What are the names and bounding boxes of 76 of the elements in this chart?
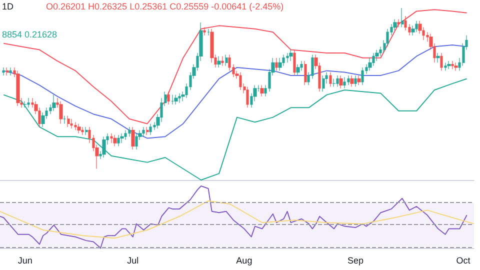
candlestick — [246, 86, 249, 108]
x-tick-label: Jun — [18, 256, 32, 266]
candlestick — [81, 126, 84, 136]
candlestick — [372, 52, 375, 66]
candlestick — [63, 115, 66, 124]
candlestick — [436, 52, 440, 63]
candlestick — [174, 94, 178, 105]
candlestick — [149, 123, 152, 136]
candlestick — [77, 123, 81, 134]
candlestick — [289, 49, 293, 62]
candlestick — [128, 126, 131, 137]
candlestick — [167, 91, 170, 105]
candlestick — [146, 126, 149, 136]
candlestick — [171, 94, 174, 105]
candlestick — [2, 67, 5, 76]
candlestick — [59, 100, 63, 124]
candlestick — [440, 52, 443, 71]
candlestick — [23, 100, 27, 108]
annotation: 1D — [2, 2, 14, 12]
x-tick-label: Aug — [236, 256, 252, 266]
candlestick — [120, 133, 124, 144]
candlestick — [357, 75, 361, 86]
candlestick — [110, 133, 113, 144]
candlestick — [70, 118, 73, 129]
candlestick — [113, 134, 117, 147]
candlestick — [339, 75, 343, 89]
candlestick — [361, 67, 364, 86]
candlestick — [282, 54, 285, 66]
candlestick — [322, 75, 325, 92]
candlestick — [178, 92, 181, 104]
candlestick — [336, 75, 339, 88]
candlestick — [411, 25, 415, 36]
candlestick — [415, 20, 418, 32]
candlestick — [329, 72, 332, 88]
candlestick — [347, 75, 350, 86]
x-tick-label: Oct — [456, 256, 471, 266]
candlestick — [207, 28, 210, 36]
candlestick — [350, 75, 354, 88]
candlestick — [286, 52, 289, 63]
candlestick — [117, 134, 120, 147]
candlestick — [451, 60, 454, 70]
candlestick — [278, 58, 282, 71]
candlestick — [444, 62, 447, 71]
candlestick — [16, 70, 20, 106]
candlestick — [401, 8, 404, 28]
candlestick — [397, 18, 400, 28]
candlestick — [275, 58, 278, 71]
candlestick — [454, 62, 458, 71]
candlestick — [260, 84, 264, 97]
candlestick — [221, 56, 224, 66]
candlestick — [85, 126, 88, 136]
annotation: O0.26201 H0.26325 L0.25361 C0.25559 -0.00641 (-2.45%) — [46, 2, 284, 12]
candlestick — [67, 115, 70, 128]
candlestick — [332, 78, 336, 88]
annotation: 8854 0.21628 — [2, 30, 58, 40]
candlestick — [239, 72, 242, 90]
x-tick-label: Sep — [347, 256, 364, 266]
candlestick — [203, 26, 206, 36]
candlestick — [74, 122, 77, 130]
candlestick — [225, 54, 228, 66]
candlestick — [293, 49, 296, 76]
candlestick — [304, 60, 307, 86]
candlestick — [9, 67, 12, 76]
candlestick — [131, 126, 135, 150]
candlestick — [102, 136, 106, 158]
candlestick — [296, 64, 300, 76]
candlestick — [217, 56, 221, 68]
candlestick — [52, 94, 56, 112]
candlestick — [124, 130, 127, 140]
candlestick — [142, 126, 145, 137]
candlestick — [447, 60, 451, 70]
candlestick — [6, 67, 9, 76]
candlestick — [354, 75, 357, 88]
candlestick — [135, 133, 138, 150]
x-tick-label: Jul — [127, 256, 139, 266]
candlestick — [27, 98, 30, 108]
